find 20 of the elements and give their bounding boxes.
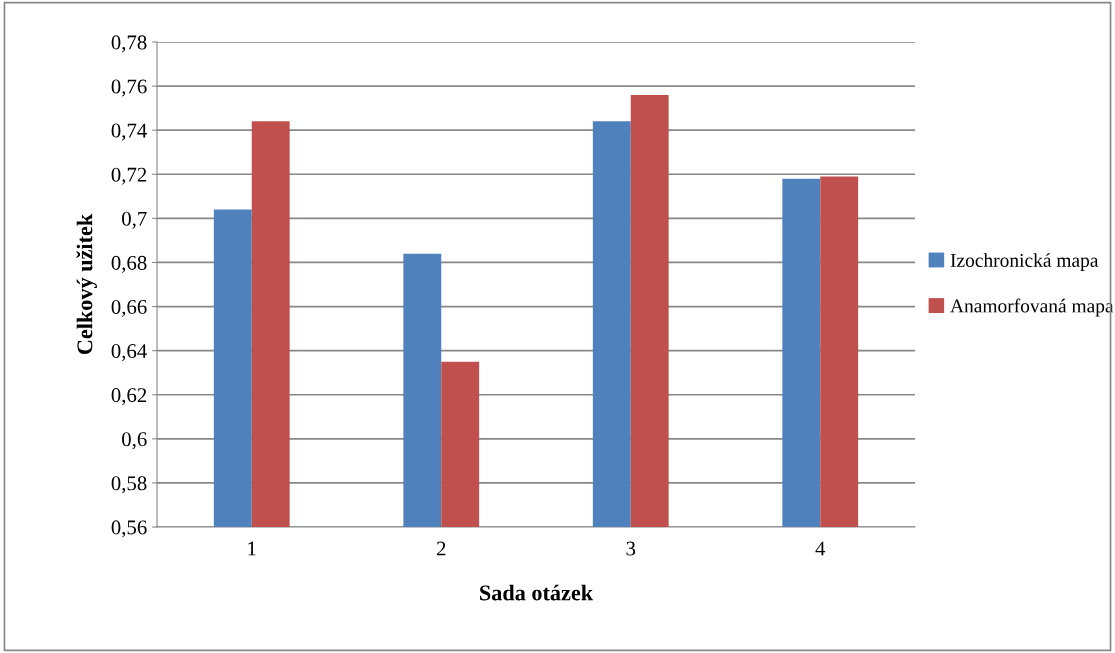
y-tick-label: 0,68: [111, 255, 147, 273]
y-tick-label: 0,56: [111, 520, 147, 538]
y-tick-label: 0,78: [111, 35, 147, 53]
legend-label: Izochronická mapa: [950, 253, 1099, 271]
legend-label: Anamorfovaná mapa: [950, 298, 1114, 317]
y-tick-label: 0,64: [111, 344, 147, 362]
y-tick-label: 0,6: [122, 432, 147, 450]
x-tick-label: 3: [626, 541, 636, 556]
y-tick-label: 0,62: [111, 388, 147, 406]
y-axis-title: Celkový užitek: [76, 213, 97, 355]
y-tick-label: 0,74: [111, 123, 147, 141]
x-tick-label: 1: [248, 541, 256, 556]
y-tick-label: 0,66: [111, 299, 147, 317]
x-axis-title: Sada otázek: [480, 584, 594, 601]
y-tick-label: 0,7: [122, 211, 147, 229]
y-tick-label: 0,58: [111, 476, 147, 494]
x-tick-label: 2: [436, 541, 446, 556]
y-tick-label: 0,76: [111, 79, 147, 97]
y-tick-label: 0,72: [111, 167, 147, 185]
x-tick-label: 4: [815, 541, 826, 556]
